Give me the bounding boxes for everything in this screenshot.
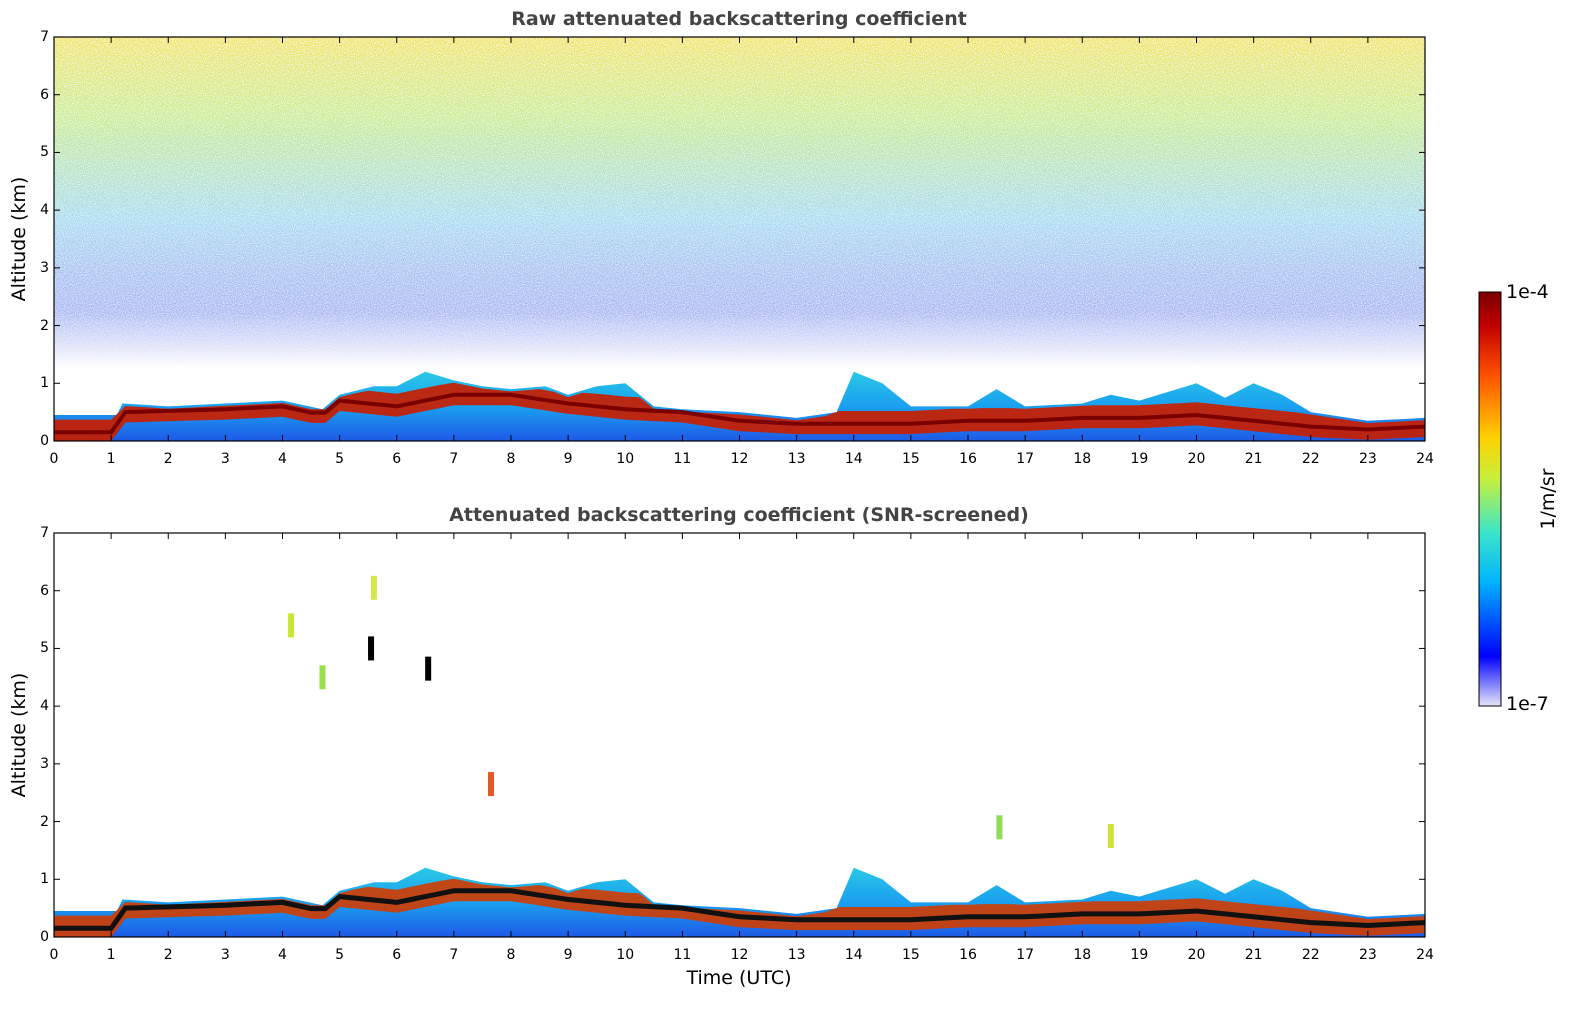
x-tick-label: 12 — [730, 451, 749, 467]
x-tick-label: 17 — [1016, 947, 1035, 963]
axis-ticks — [53, 532, 1426, 938]
x-tick-label: 10 — [616, 947, 635, 963]
y-tick-label: 2 — [40, 317, 49, 334]
panel1-ylabel: Altitude (km) — [8, 176, 30, 302]
x-tick-label: 15 — [901, 947, 920, 963]
x-tick-label: 7 — [449, 451, 459, 467]
x-tick-label: 23 — [1358, 947, 1377, 963]
raw-backscatter-panel — [53, 36, 1426, 442]
x-tick-label: 9 — [563, 451, 573, 467]
colorbar-min-label: 1e-7 — [1506, 693, 1549, 715]
y-tick-label: 4 — [40, 698, 49, 715]
x-tick-label: 21 — [1244, 947, 1263, 963]
x-tick-label: 5 — [335, 947, 345, 963]
high-signal-layer — [54, 878, 1425, 937]
high-signal-layer — [54, 382, 1425, 441]
isolated-feature — [370, 575, 377, 600]
isolated-feature — [488, 772, 495, 797]
panel2-xlabel: Time (UTC) — [686, 967, 792, 989]
x-tick-label: 24 — [1416, 451, 1434, 467]
y-tick-label: 2 — [40, 813, 49, 830]
isolated-feature — [996, 815, 1003, 840]
y-tick-label: 3 — [40, 755, 49, 772]
isolated-feature — [1107, 824, 1114, 848]
x-tick-label: 4 — [278, 451, 287, 467]
x-tick-label: 10 — [616, 451, 635, 467]
x-tick-label: 0 — [49, 451, 59, 467]
isolated-feature — [319, 665, 326, 690]
y-tick-label: 0 — [40, 433, 49, 449]
panel2-title: Attenuated backscattering coefficient (S… — [449, 504, 1029, 526]
x-tick-label: 22 — [1301, 947, 1320, 963]
y-tick-label: 3 — [40, 259, 49, 276]
x-tick-label: 1 — [106, 451, 116, 467]
x-tick-label: 20 — [1187, 451, 1206, 467]
x-tick-label: 18 — [1073, 451, 1092, 467]
panel2-ylabel: Altitude (km) — [8, 672, 30, 798]
x-tick-label: 6 — [392, 947, 402, 963]
y-tick-label: 1 — [40, 871, 49, 888]
x-tick-label: 22 — [1301, 451, 1320, 467]
x-tick-label: 15 — [901, 451, 920, 467]
x-tick-label: 2 — [163, 451, 173, 467]
y-tick-label: 4 — [40, 202, 49, 219]
isolated-feature — [288, 613, 295, 638]
x-tick-label: 6 — [392, 451, 402, 467]
x-tick-label: 11 — [673, 451, 692, 467]
x-tick-label: 8 — [506, 451, 516, 467]
x-tick-label: 9 — [563, 947, 573, 963]
x-tick-label: 14 — [844, 947, 863, 963]
x-tick-label: 11 — [673, 947, 692, 963]
x-tick-label: 7 — [449, 947, 459, 963]
y-tick-label: 0 — [40, 929, 49, 945]
x-tick-label: 17 — [1016, 451, 1035, 467]
y-tick-label: 7 — [40, 29, 49, 45]
axis-ticks — [53, 36, 1426, 442]
x-tick-label: 19 — [1130, 947, 1149, 963]
x-tick-label: 3 — [220, 947, 230, 963]
x-tick-label: 3 — [220, 451, 230, 467]
y-tick-label: 5 — [40, 640, 49, 657]
y-tick-label: 6 — [40, 582, 49, 599]
x-tick-label: 14 — [844, 451, 863, 467]
x-tick-label: 23 — [1358, 451, 1377, 467]
colorbar-max-label: 1e-4 — [1506, 281, 1549, 303]
x-tick-label: 24 — [1416, 947, 1434, 963]
x-tick-label: 13 — [787, 451, 806, 467]
x-tick-label: 16 — [959, 947, 977, 963]
x-tick-label: 8 — [506, 947, 516, 963]
masked-core-layer — [54, 888, 1425, 931]
x-tick-label: 19 — [1130, 451, 1149, 467]
colorbar-unit-label: 1/m/sr — [1537, 468, 1559, 530]
x-tick-label: 20 — [1187, 947, 1206, 963]
y-tick-label: 6 — [40, 86, 49, 103]
snr-screened-panel — [53, 532, 1426, 938]
x-tick-label: 0 — [49, 947, 59, 963]
isolated-features — [288, 575, 1114, 848]
x-tick-label: 4 — [278, 947, 287, 963]
x-tick-label: 18 — [1073, 947, 1092, 963]
x-tick-label: 2 — [163, 947, 173, 963]
high-signal-core — [54, 392, 1425, 435]
x-tick-label: 16 — [959, 451, 977, 467]
x-tick-label: 12 — [730, 947, 749, 963]
x-tick-label: 21 — [1244, 451, 1263, 467]
y-tick-label: 1 — [40, 375, 49, 392]
isolated-feature — [368, 636, 375, 661]
aerosol-speckle-field — [54, 37, 1425, 441]
panel1-title: Raw attenuated backscattering coefficien… — [511, 8, 967, 30]
y-tick-label: 5 — [40, 144, 49, 161]
colorbar-gradient — [1478, 291, 1502, 707]
x-tick-label: 5 — [335, 451, 345, 467]
y-tick-label: 7 — [40, 525, 49, 541]
colorbar — [1478, 291, 1502, 707]
x-tick-label: 13 — [787, 947, 806, 963]
isolated-feature — [425, 656, 432, 681]
plot-frame — [53, 532, 1426, 938]
x-tick-label: 1 — [106, 947, 116, 963]
